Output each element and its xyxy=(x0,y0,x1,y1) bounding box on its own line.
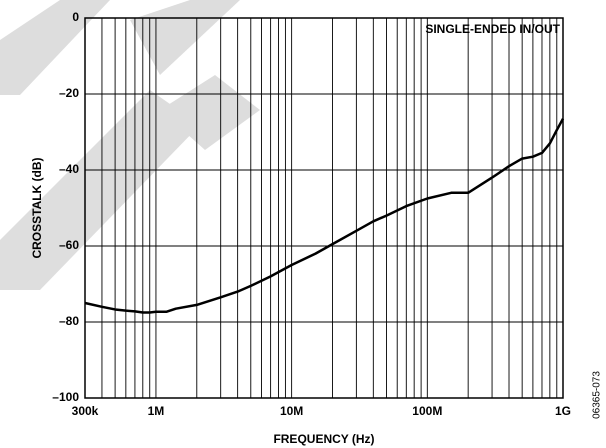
y-axis-label: CROSSTALK (dB) xyxy=(30,157,44,258)
x-tick-label: 10M xyxy=(280,404,303,418)
y-tick-label: –60 xyxy=(59,238,79,252)
x-tick-label: 1G xyxy=(555,404,571,418)
plot-frame xyxy=(84,17,564,399)
data-line xyxy=(84,118,565,314)
x-axis-label: FREQUENCY (Hz) xyxy=(273,432,374,446)
y-tick-label: –80 xyxy=(59,314,79,328)
figure-id: 06365-073 xyxy=(592,371,603,419)
annotation: SINGLE-ENDED IN/OUT xyxy=(425,22,560,36)
y-tick-label: –20 xyxy=(59,86,79,100)
x-tick-label: 300k xyxy=(72,404,99,418)
x-tick-label: 1M xyxy=(148,404,165,418)
x-tick-label: 100M xyxy=(412,404,442,418)
y-tick-label: 0 xyxy=(72,10,79,24)
y-tick-label: –40 xyxy=(59,162,79,176)
y-tick-label: –100 xyxy=(52,390,79,404)
